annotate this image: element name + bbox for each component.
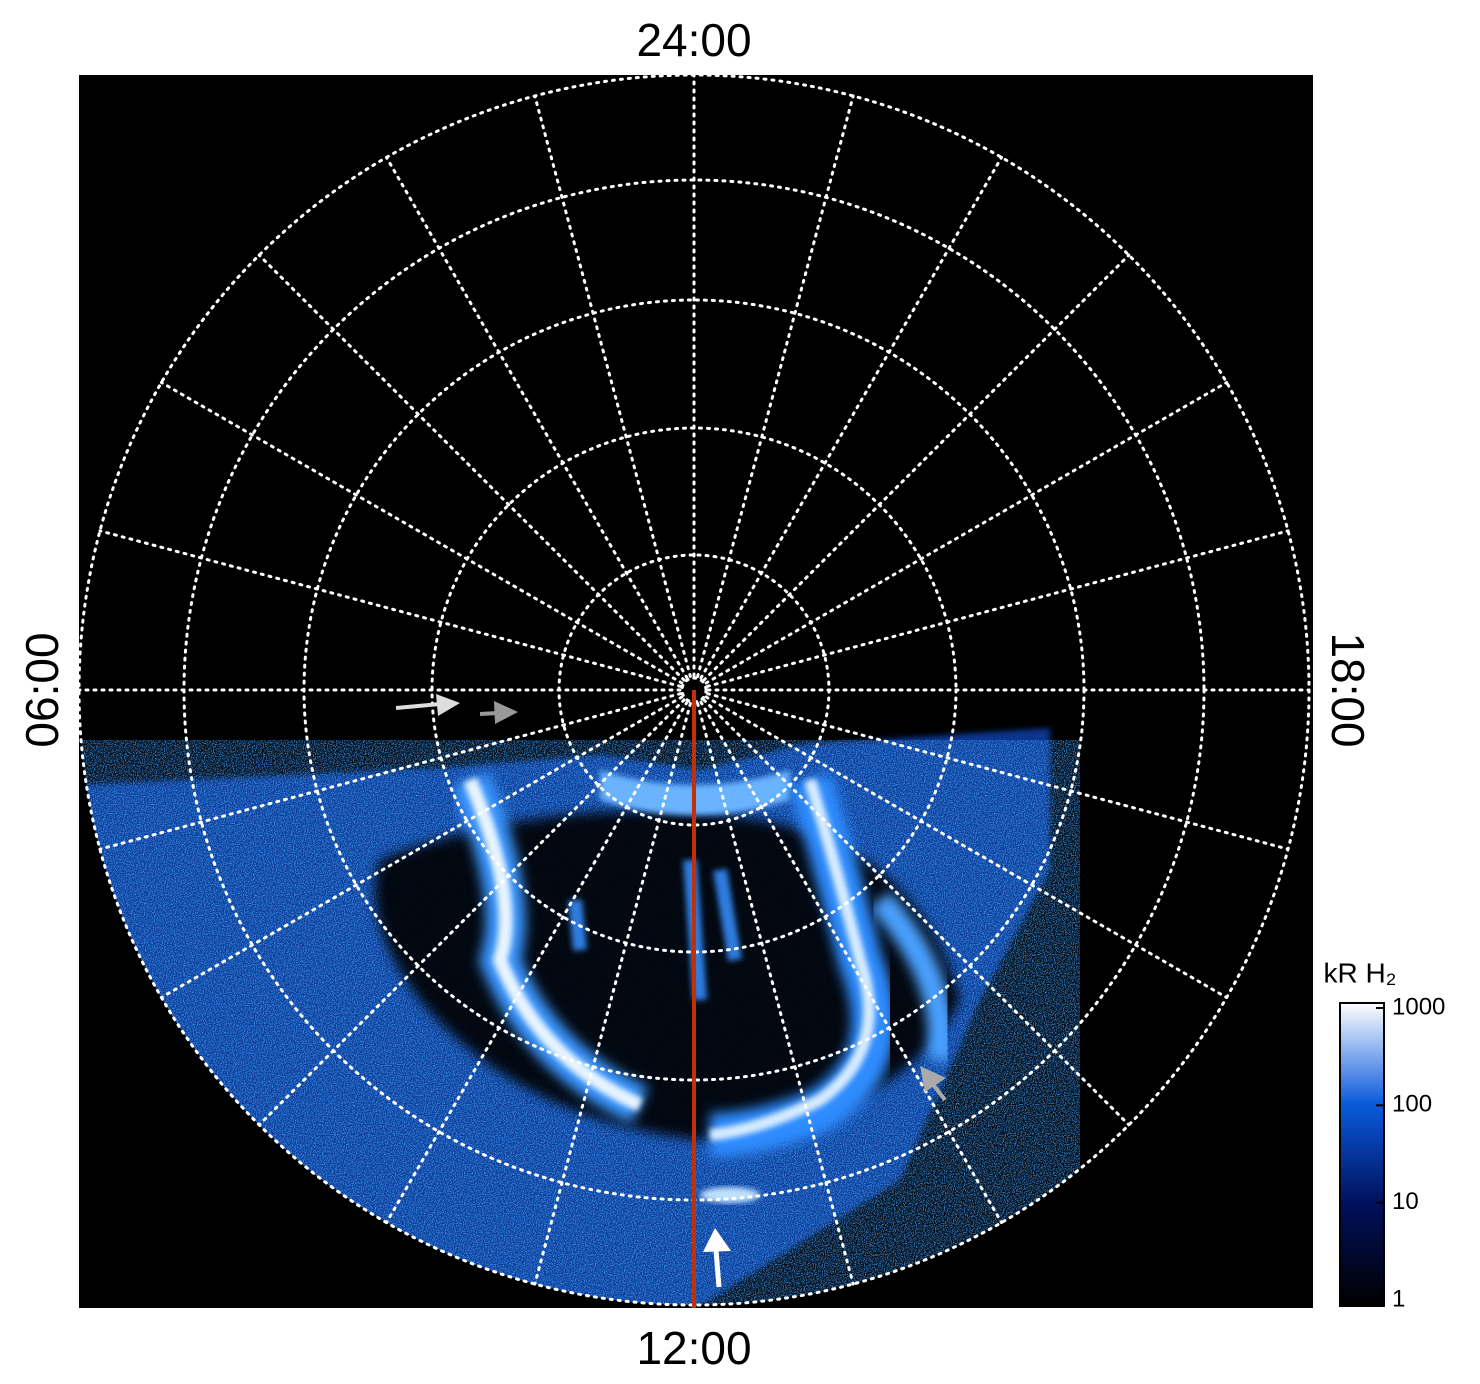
colorbar-tick-label: 1 xyxy=(1392,1285,1405,1312)
arrows xyxy=(395,694,947,1288)
time-label: 06:00 xyxy=(16,632,68,747)
colorbar xyxy=(1339,1002,1385,1307)
time-label: 24:00 xyxy=(636,14,751,66)
colorbar-tick-label: 1000 xyxy=(1392,993,1445,1020)
time-label: 18:00 xyxy=(1322,632,1374,747)
colorbar-title: kR H₂ xyxy=(1323,957,1396,988)
colorbar-tick-label: 100 xyxy=(1392,1091,1432,1118)
colorbar-tick-label: 10 xyxy=(1392,1188,1419,1215)
time-label: 12:00 xyxy=(636,1322,751,1374)
